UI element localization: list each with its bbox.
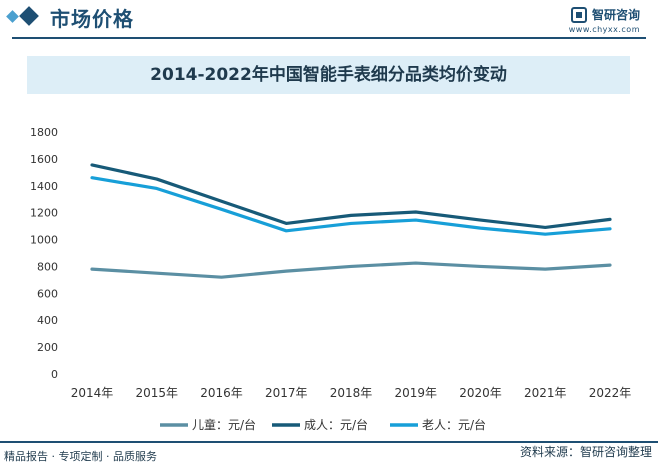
y-tick-label: 1000: [30, 234, 58, 247]
footer-divider: [0, 441, 658, 443]
header-divider: [12, 37, 646, 39]
y-tick-label: 800: [37, 260, 58, 273]
footer-slogan: 精品报告 · 专项定制 · 品质服务: [4, 450, 157, 463]
series-line-0: [90, 261, 612, 279]
y-tick-label: 1800: [30, 126, 58, 139]
legend-label: 成人：元/台: [304, 417, 368, 432]
y-tick-label: 600: [37, 287, 58, 300]
x-tick-label: 2022年: [589, 386, 632, 400]
header: 市场价格 智研咨询 www.chyxx.com: [0, 0, 658, 42]
x-tick-label: 2015年: [135, 386, 178, 400]
y-tick-label: 1600: [30, 153, 58, 166]
brand: 智研咨询 www.chyxx.com: [569, 6, 640, 34]
x-tick-label: 2014年: [71, 386, 114, 400]
brand-url: www.chyxx.com: [568, 25, 640, 34]
legend-label: 儿童：元/台: [192, 417, 256, 432]
series-line-2: [90, 176, 612, 236]
chart-title-box: 2014-2022年中国智能手表细分品类均价变动: [27, 56, 630, 94]
y-tick-label: 0: [51, 368, 58, 381]
x-tick-label: 2019年: [394, 386, 437, 400]
chart-title: 2014-2022年中国智能手表细分品类均价变动: [150, 65, 507, 85]
x-tick-label: 2016年: [200, 386, 243, 400]
logo-icon: [570, 6, 587, 23]
y-tick-label: 1200: [30, 207, 58, 220]
y-tick-label: 400: [37, 314, 58, 327]
legend-label: 老人：元/台: [422, 417, 486, 432]
series-line-1: [90, 163, 612, 230]
y-tick-label: 200: [37, 341, 58, 354]
y-tick-label: 1400: [30, 180, 58, 193]
x-tick-label: 2018年: [330, 386, 373, 400]
x-tick-label: 2020年: [459, 386, 502, 400]
footer-source: 资料来源：智研咨询整理: [519, 445, 652, 459]
section-title: 市场价格: [50, 7, 134, 31]
x-tick-label: 2017年: [265, 386, 308, 400]
x-tick-label: 2021年: [524, 386, 567, 400]
brand-name: 智研咨询: [591, 8, 640, 22]
